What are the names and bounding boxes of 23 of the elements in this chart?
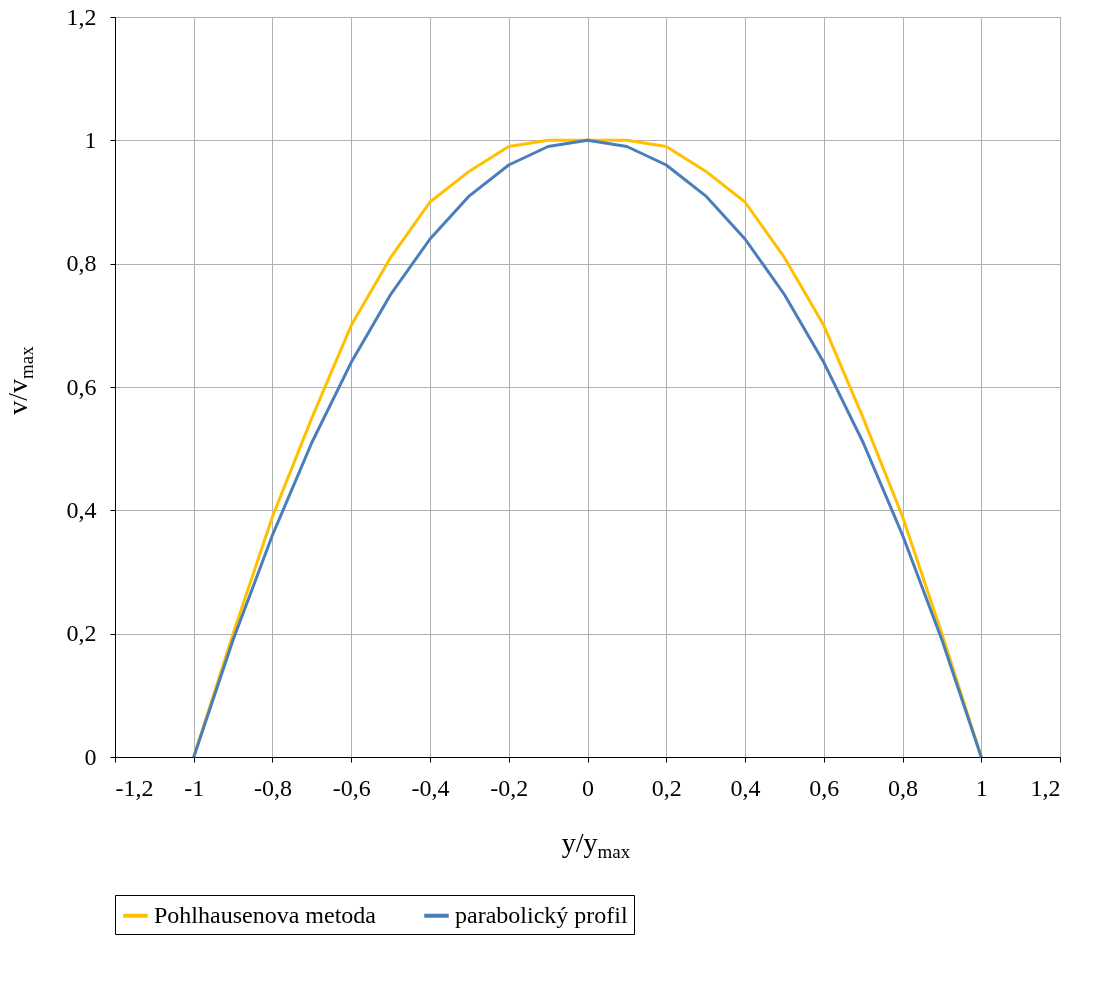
y-tick-label: 0,2 [66, 620, 97, 647]
x-tick-label: -0,2 [490, 774, 529, 801]
x-tick-label: 1,2 [1030, 774, 1061, 801]
y-tick-label: 0,6 [66, 373, 97, 400]
x-tick-label: 0 [582, 774, 594, 801]
x-tick-label: -1 [184, 774, 205, 801]
x-tick-label: 0,8 [888, 774, 918, 801]
x-tick-label: 1 [975, 774, 988, 801]
y-axis-title: v/vmax [2, 345, 37, 415]
y-tick-label: 0,8 [66, 250, 97, 277]
x-tick-label: -0,6 [332, 774, 371, 801]
x-tick-label: 0,6 [809, 774, 840, 801]
x-tick-label: -0,4 [411, 774, 450, 801]
legend-label: Pohlhausenova metoda [154, 901, 377, 928]
y-tick-label: 1 [84, 126, 97, 153]
y-tick-label: 0 [84, 743, 97, 770]
x-tick-label: 0,2 [651, 774, 682, 801]
x-tick-label: -0,8 [254, 774, 292, 801]
x-tick-label: 0,4 [730, 774, 761, 801]
legend-label: parabolický profil [455, 901, 628, 928]
y-tick-label: 1,2 [66, 3, 97, 30]
y-tick-label: 0,4 [66, 496, 97, 523]
x-tick-label: -1,2 [115, 774, 154, 801]
